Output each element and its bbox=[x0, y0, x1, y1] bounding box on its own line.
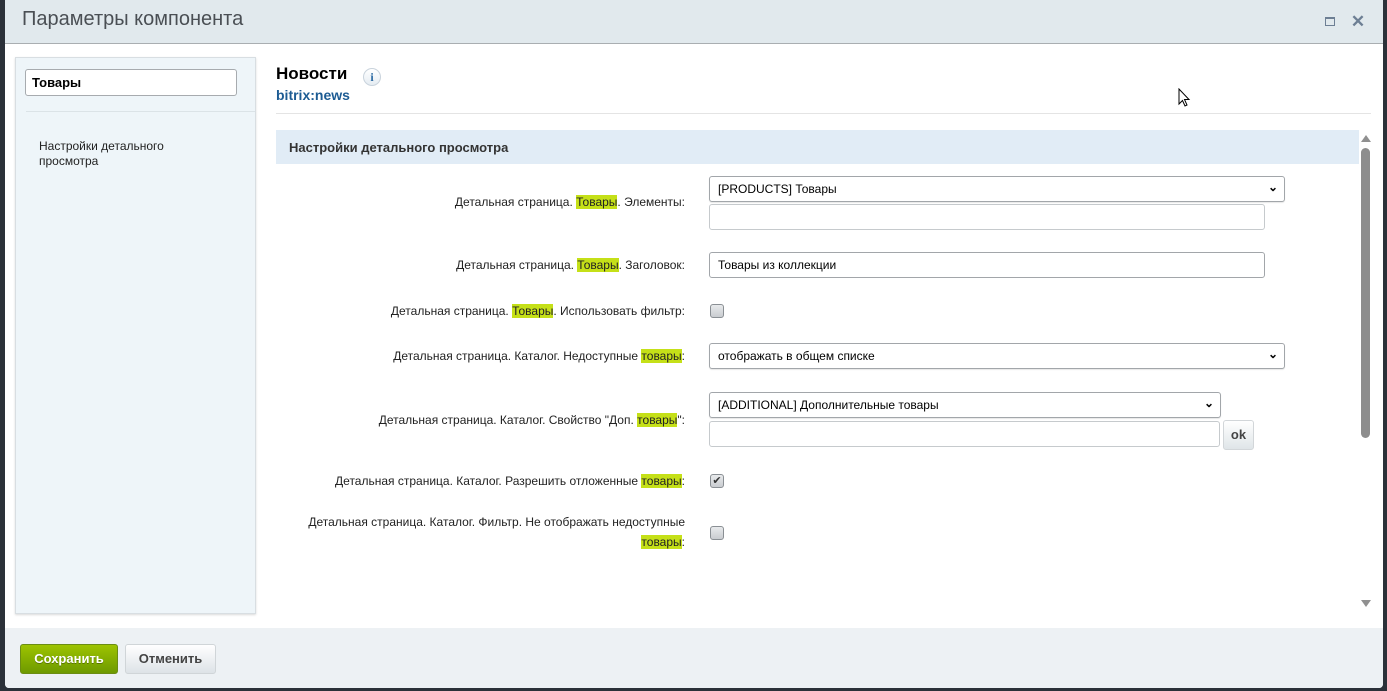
sidebar-item-detail-settings[interactable]: Настройки детального просмотра bbox=[39, 139, 164, 168]
component-code: bitrix:news bbox=[276, 87, 350, 103]
field-label: Детальная страница. Каталог. Свойство "Д… bbox=[378, 413, 685, 427]
dialog-title: Параметры компонента bbox=[22, 8, 244, 30]
component-name: Новости bbox=[276, 64, 348, 83]
scroll-down-icon[interactable] bbox=[1361, 600, 1371, 607]
scroll-up-icon[interactable] bbox=[1361, 135, 1371, 142]
component-parameters-dialog: Параметры компонента ✕ Настройки детальн… bbox=[5, 0, 1383, 688]
section-header: Настройки детального просмотра bbox=[276, 130, 1359, 164]
additional-property-select[interactable]: [ADDITIONAL] Дополнительные товары ⌄ bbox=[709, 392, 1221, 418]
ok-button[interactable]: ok bbox=[1223, 420, 1254, 450]
additional-property-input[interactable] bbox=[709, 421, 1220, 447]
unavailable-products-select[interactable]: отображать в общем списке ⌄ bbox=[709, 343, 1285, 369]
field-label: Детальная страница. Каталог. Фильтр. Не … bbox=[308, 515, 685, 549]
field-label: Детальная страница. Каталог. Недоступные… bbox=[393, 349, 685, 363]
sidebar: Настройки детального просмотра bbox=[15, 57, 256, 614]
allow-deferred-checkbox[interactable]: ✔ bbox=[710, 474, 724, 488]
info-icon[interactable]: i bbox=[363, 68, 381, 86]
products-iblock-select[interactable]: [PRODUCTS] Товары ⌄ bbox=[709, 176, 1285, 202]
field-label: Детальная страница. Товары. Использовать… bbox=[390, 304, 685, 318]
field-label: Детальная страница. Товары. Заголовок: bbox=[456, 258, 685, 272]
hide-unavailable-checkbox[interactable] bbox=[710, 526, 724, 540]
save-button[interactable]: Сохранить bbox=[20, 644, 118, 674]
use-filter-checkbox[interactable] bbox=[710, 304, 724, 318]
close-icon[interactable]: ✕ bbox=[1350, 12, 1366, 31]
dialog-footer: Сохранить Отменить bbox=[5, 628, 1383, 688]
scrollbar[interactable] bbox=[1358, 130, 1374, 610]
divider bbox=[276, 113, 1371, 114]
search-input[interactable] bbox=[25, 69, 237, 96]
products-title-input[interactable] bbox=[709, 252, 1265, 278]
chevron-down-icon: ⌄ bbox=[1267, 347, 1278, 361]
mouse-cursor-icon bbox=[1178, 88, 1191, 107]
scrollbar-thumb[interactable] bbox=[1361, 148, 1370, 438]
maximize-icon[interactable] bbox=[1320, 12, 1340, 32]
cancel-button[interactable]: Отменить bbox=[125, 644, 216, 674]
field-label: Детальная страница. Каталог. Разрешить о… bbox=[335, 474, 685, 488]
field-label: Детальная страница. Товары. Элементы: bbox=[454, 195, 685, 209]
dialog-titlebar[interactable]: Параметры компонента ✕ bbox=[5, 0, 1383, 44]
chevron-down-icon: ⌄ bbox=[1203, 396, 1214, 410]
divider bbox=[26, 111, 255, 112]
products-elements-input[interactable] bbox=[709, 204, 1265, 230]
chevron-down-icon: ⌄ bbox=[1267, 180, 1278, 194]
